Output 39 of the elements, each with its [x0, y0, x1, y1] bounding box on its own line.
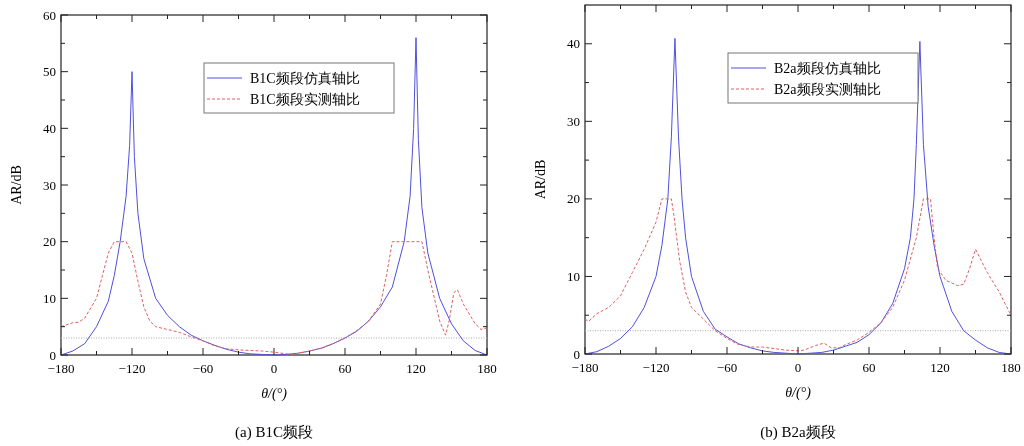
legend-label: B2a频段实测轴比 — [774, 82, 881, 97]
x-tick-label: 0 — [270, 361, 278, 376]
y-tick-label: 40 — [43, 120, 56, 136]
x-tick-label: 0 — [794, 360, 802, 375]
y-tick-label: 50 — [43, 64, 56, 80]
y-axis-title: AR/dB — [533, 159, 548, 200]
x-tick-label: 60 — [338, 361, 352, 376]
y-axis-title: AR/dB — [9, 165, 24, 205]
y-tick-label: 10 — [43, 290, 56, 306]
x-tick-label: 180 — [1001, 360, 1021, 375]
y-tick-label: 30 — [567, 113, 580, 129]
y-tick-label: 30 — [43, 177, 56, 193]
legend-label: B2a频段仿真轴比 — [774, 61, 881, 76]
text: (a) B1C频段 — [235, 424, 313, 441]
x-tick-label: −180 — [47, 361, 75, 376]
x-tick-label: −60 — [716, 360, 738, 375]
y-tick-label: 0 — [49, 347, 56, 363]
y-tick-label: 10 — [567, 268, 580, 284]
x-axis-title: θ/(°) — [785, 385, 812, 401]
line-series — [60, 241, 488, 355]
x-tick-label: 60 — [862, 360, 876, 375]
x-tick-label: 180 — [477, 361, 497, 376]
y-tick-label: 20 — [567, 191, 580, 207]
y-tick-label: 60 — [43, 7, 56, 23]
x-tick-label: −120 — [642, 360, 670, 375]
y-tick-label: 40 — [567, 36, 580, 52]
x-tick-label: −60 — [192, 361, 214, 376]
y-tick-label: 20 — [43, 234, 56, 250]
line-series — [60, 37, 488, 356]
x-tick-label: −180 — [571, 360, 599, 375]
line-series — [584, 198, 1012, 352]
y-tick-label: 0 — [573, 346, 580, 362]
x-tick-label: −120 — [118, 361, 146, 376]
text: (b) B2a频段 — [760, 424, 836, 441]
legend-label: B1C频段实测轴比 — [250, 92, 360, 107]
x-axis-title: θ/(°) — [261, 386, 288, 402]
x-tick-label: 120 — [406, 361, 426, 376]
x-tick-label: 120 — [930, 360, 950, 375]
legend-label: B1C频段仿真轴比 — [250, 71, 360, 86]
